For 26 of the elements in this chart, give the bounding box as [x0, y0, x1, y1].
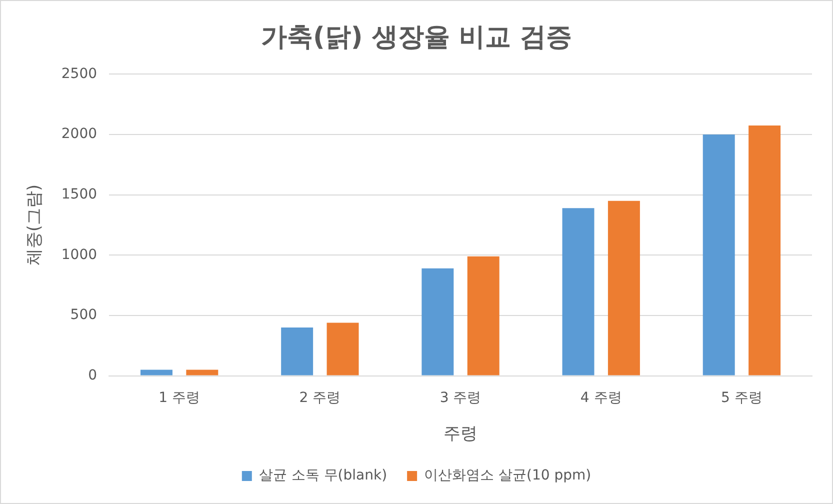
y-tick-label: 1000	[61, 246, 98, 263]
y-tick-label: 1500	[61, 186, 98, 202]
legend-label: 살균 소독 무(blank)	[258, 468, 388, 484]
bar	[562, 208, 594, 376]
bar	[186, 370, 218, 376]
x-tick-label: 3 주령	[440, 390, 482, 406]
bar	[281, 328, 314, 376]
x-tick-label: 5 주령	[721, 390, 762, 406]
x-tick-label: 1 주령	[158, 390, 200, 406]
bar	[702, 134, 735, 376]
legend-label: 이산화염소 살균(10 ppm)	[424, 468, 592, 484]
bar	[140, 370, 172, 376]
y-tick-label: 2000	[61, 126, 98, 142]
bar	[608, 200, 640, 376]
y-tick-label: 0	[88, 367, 98, 384]
y-tick-label: 2500	[61, 66, 98, 82]
bar	[326, 322, 359, 376]
x-tick-label: 2 주령	[299, 390, 341, 406]
y-axis-title: 체중(그람)	[24, 184, 45, 266]
bar	[467, 256, 500, 376]
x-tick-label: 4 주령	[580, 390, 622, 406]
chart-title: 가축(닭) 생장율 비교 검증	[261, 22, 572, 52]
y-tick-label: 500	[70, 307, 98, 324]
x-axis-title: 주령	[444, 424, 478, 444]
bar	[422, 268, 454, 376]
bar	[748, 125, 781, 376]
